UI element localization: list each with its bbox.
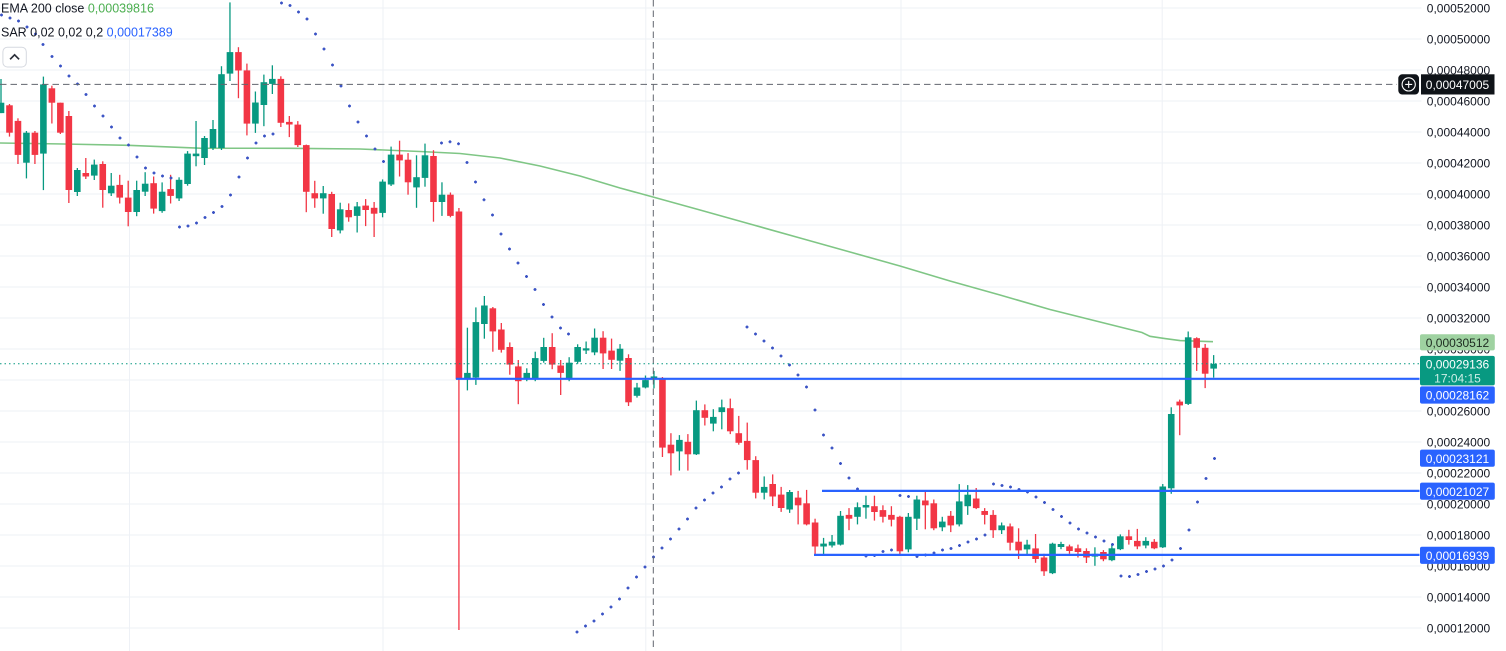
svg-text:0,00044000: 0,00044000 xyxy=(1427,126,1491,140)
svg-text:0,00046000: 0,00046000 xyxy=(1427,95,1491,109)
svg-text:0,00038000: 0,00038000 xyxy=(1427,219,1491,233)
svg-text:0,00026000: 0,00026000 xyxy=(1427,405,1491,419)
svg-text:0,00021027: 0,00021027 xyxy=(1426,485,1490,499)
svg-text:0,00036000: 0,00036000 xyxy=(1427,250,1491,264)
svg-text:0,00030512: 0,00030512 xyxy=(1426,336,1490,350)
svg-text:0,00032000: 0,00032000 xyxy=(1427,312,1491,326)
svg-text:0,00040000: 0,00040000 xyxy=(1427,188,1491,202)
svg-text:0,00047005: 0,00047005 xyxy=(1426,78,1490,92)
svg-text:0,00034000: 0,00034000 xyxy=(1427,281,1491,295)
svg-text:0,00023121: 0,00023121 xyxy=(1426,452,1490,466)
svg-text:0,00050000: 0,00050000 xyxy=(1427,33,1491,47)
svg-text:0,00052000: 0,00052000 xyxy=(1427,2,1491,16)
svg-text:17:04:15: 17:04:15 xyxy=(1434,372,1481,386)
svg-text:0,00024000: 0,00024000 xyxy=(1427,436,1491,450)
svg-text:0,00018000: 0,00018000 xyxy=(1427,529,1491,543)
svg-text:EMA 200 close 0,00039816: EMA 200 close 0,00039816 xyxy=(1,2,154,16)
svg-text:0,00016939: 0,00016939 xyxy=(1426,549,1490,563)
svg-text:0,00012000: 0,00012000 xyxy=(1427,622,1491,636)
svg-text:0,00014000: 0,00014000 xyxy=(1427,591,1491,605)
svg-text:0,00029136: 0,00029136 xyxy=(1426,357,1490,371)
svg-text:SAR 0,02 0,02 0,2 0,00017389: SAR 0,02 0,02 0,2 0,00017389 xyxy=(1,26,173,40)
svg-text:0,00042000: 0,00042000 xyxy=(1427,157,1491,171)
svg-text:0,00048000: 0,00048000 xyxy=(1427,64,1491,78)
svg-text:0,00020000: 0,00020000 xyxy=(1427,498,1491,512)
svg-text:0,00028162: 0,00028162 xyxy=(1426,389,1490,403)
svg-text:0,00022000: 0,00022000 xyxy=(1427,467,1491,481)
